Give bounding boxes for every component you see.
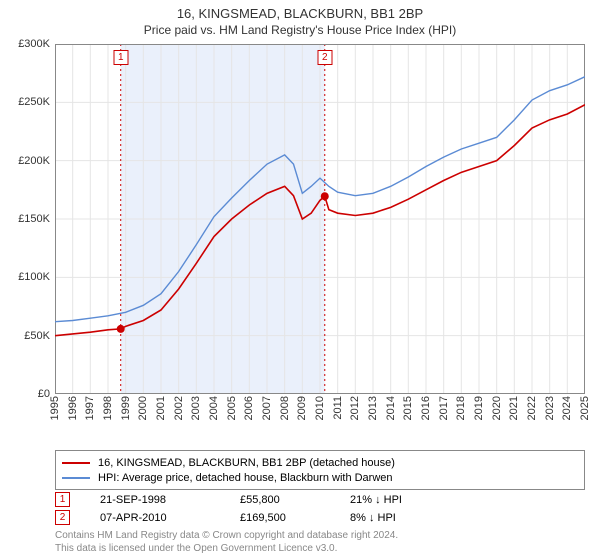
y-tick-label: £100K	[0, 271, 50, 283]
y-tick-label: £200K	[0, 155, 50, 167]
x-tick-label: 2014	[385, 396, 397, 420]
x-tick-label: 2002	[173, 396, 185, 420]
x-tick-label: 2021	[508, 396, 520, 420]
x-tick-label: 2006	[243, 396, 255, 420]
marker-price-2: £169,500	[240, 512, 350, 524]
x-tick-label: 2022	[526, 396, 538, 420]
x-tick-label: 2017	[438, 396, 450, 420]
chart-container: 16, KINGSMEAD, BLACKBURN, BB1 2BP Price …	[0, 0, 600, 560]
y-tick-label: £0	[0, 388, 50, 400]
x-tick-label: 2016	[420, 396, 432, 420]
x-tick-label: 2008	[279, 396, 291, 420]
x-tick-label: 2019	[473, 396, 485, 420]
x-tick-label: 2024	[561, 396, 573, 420]
chart-area: £0£50K£100K£150K£200K£250K£300K 19951996…	[55, 44, 585, 394]
legend-swatch	[62, 462, 90, 464]
legend: 16, KINGSMEAD, BLACKBURN, BB1 2BP (detac…	[55, 450, 585, 490]
x-tick-label: 1999	[120, 396, 132, 420]
x-tick-label: 2012	[349, 396, 361, 420]
x-tick-label: 2011	[332, 396, 344, 420]
x-tick-label: 1997	[84, 396, 96, 420]
legend-label: 16, KINGSMEAD, BLACKBURN, BB1 2BP (detac…	[98, 457, 395, 469]
x-tick-label: 2007	[261, 396, 273, 420]
x-tick-label: 2003	[190, 396, 202, 420]
x-tick-label: 2004	[208, 396, 220, 420]
plot-marker-badge: 1	[113, 50, 128, 65]
legend-label: HPI: Average price, detached house, Blac…	[98, 472, 393, 484]
x-tick-label: 1996	[67, 396, 79, 420]
x-tick-label: 2018	[455, 396, 467, 420]
x-tick-label: 2023	[544, 396, 556, 420]
marker-badge-2: 2	[55, 510, 70, 525]
x-tick-label: 2015	[402, 396, 414, 420]
legend-swatch	[62, 477, 90, 479]
footer-line-1: Contains HM Land Registry data © Crown c…	[55, 530, 398, 543]
plot-marker-badge: 2	[317, 50, 332, 65]
footer-line-2: This data is licensed under the Open Gov…	[55, 543, 398, 556]
y-tick-label: £150K	[0, 213, 50, 225]
marker-date-1: 21-SEP-1998	[100, 494, 240, 506]
x-tick-label: 2010	[314, 396, 326, 420]
x-tick-label: 2009	[296, 396, 308, 420]
x-tick-label: 2001	[155, 396, 167, 420]
marker-badge-1: 1	[55, 492, 70, 507]
x-tick-label: 1995	[49, 396, 61, 420]
plot-svg	[55, 44, 585, 394]
marker-row-2: 2 07-APR-2010 £169,500 8% ↓ HPI	[55, 510, 585, 525]
y-tick-label: £300K	[0, 38, 50, 50]
x-tick-label: 2005	[226, 396, 238, 420]
marker-price-1: £55,800	[240, 494, 350, 506]
legend-item: 16, KINGSMEAD, BLACKBURN, BB1 2BP (detac…	[62, 455, 578, 470]
x-tick-label: 2000	[137, 396, 149, 420]
marker-date-2: 07-APR-2010	[100, 512, 240, 524]
x-tick-label: 2025	[579, 396, 591, 420]
x-tick-label: 2013	[367, 396, 379, 420]
x-tick-label: 2020	[491, 396, 503, 420]
chart-subtitle: Price paid vs. HM Land Registry's House …	[0, 21, 600, 41]
x-tick-label: 1998	[102, 396, 114, 420]
marker-delta-1: 21% ↓ HPI	[350, 494, 585, 506]
marker-delta-2: 8% ↓ HPI	[350, 512, 585, 524]
marker-row-1: 1 21-SEP-1998 £55,800 21% ↓ HPI	[55, 492, 585, 507]
footer: Contains HM Land Registry data © Crown c…	[55, 530, 398, 555]
y-tick-label: £50K	[0, 330, 50, 342]
y-tick-label: £250K	[0, 96, 50, 108]
legend-item: HPI: Average price, detached house, Blac…	[62, 470, 578, 485]
chart-title: 16, KINGSMEAD, BLACKBURN, BB1 2BP	[0, 0, 600, 21]
